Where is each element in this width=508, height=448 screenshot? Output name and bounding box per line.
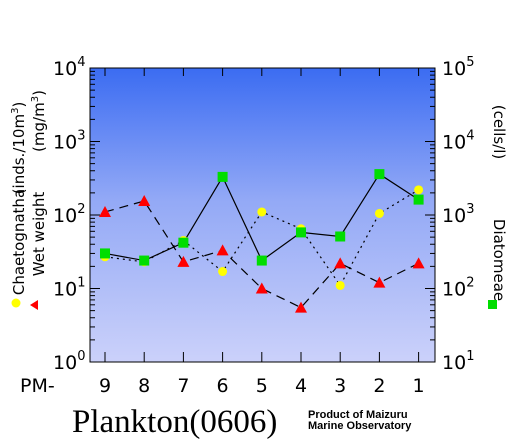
left-tick-label: 100 [53, 349, 85, 374]
credit-line-2: Marine Observatory [308, 420, 412, 432]
axis-layer: 9 8 7 6 5 4 3 2 1 100 101 102 103 104 101 102 103 104 105 [53, 55, 474, 397]
point-diatomeae [413, 194, 424, 205]
right-tick-label: 105 [442, 55, 474, 80]
right-tick-label: 104 [442, 129, 474, 154]
legend-wet-weight-label: Wet weight [30, 192, 48, 277]
legend-chaetognatha-marker [11, 298, 21, 308]
point-chaetognatha [257, 207, 267, 217]
x-axis-prefix: PM- [20, 375, 55, 397]
point-wet-weight [373, 276, 386, 288]
x-tick-label: 2 [373, 375, 385, 397]
point-wet-weight [334, 257, 347, 269]
point-diatomeae [178, 237, 189, 248]
legend-diatomeae-label: Diatomeae [490, 219, 508, 301]
point-wet-weight [255, 282, 268, 294]
point-wet-weight [295, 301, 307, 313]
legend-wet-weight-marker [30, 300, 38, 310]
point-diatomeae [335, 231, 346, 242]
x-tick-label: 4 [295, 375, 307, 397]
right-axis-title: (cells/l) [490, 105, 508, 160]
series-layer [99, 169, 425, 313]
point-wet-weight [216, 244, 229, 256]
credit-line-1: Product of Maizuru [308, 409, 408, 421]
left-axis-title-line1: (inds./10m3) [10, 102, 28, 195]
right-tick-label: 101 [442, 349, 474, 374]
legend-diatomeae-marker [488, 300, 497, 309]
point-diatomeae [139, 255, 150, 266]
x-tick-label: 1 [413, 375, 425, 397]
x-tick-label: 8 [138, 375, 150, 397]
x-tick-label: 5 [256, 375, 268, 397]
point-wet-weight [177, 255, 190, 267]
left-axis-title-line2: (mg/m3) [30, 90, 48, 152]
left-tick-label: 101 [53, 276, 85, 301]
point-chaetognatha [335, 280, 345, 290]
left-tick-label: 103 [53, 129, 85, 154]
chart-title: Plankton(0606) [72, 404, 277, 440]
point-wet-weight [412, 257, 425, 269]
x-tick-label: 3 [334, 375, 346, 397]
x-tick-label: 7 [177, 375, 189, 397]
point-chaetognatha [414, 185, 424, 195]
left-tick-label: 102 [53, 202, 85, 227]
x-tick-label: 6 [217, 375, 229, 397]
point-chaetognatha [374, 208, 384, 218]
left-tick-label: 104 [53, 55, 85, 80]
point-wet-weight [138, 195, 151, 207]
point-chaetognatha [218, 267, 228, 277]
right-tick-label: 103 [442, 202, 474, 227]
point-wet-weight [99, 205, 111, 217]
point-diatomeae [296, 227, 306, 238]
legend-chaetognatha-label: Chaetognatha [10, 189, 28, 295]
point-diatomeae [100, 248, 110, 259]
x-tick-label: 9 [99, 375, 111, 397]
point-diatomeae [217, 171, 228, 182]
point-diatomeae [374, 169, 385, 180]
series-line-wet-weight [104, 200, 419, 309]
right-tick-label: 102 [442, 276, 474, 301]
point-diatomeae [256, 255, 267, 266]
